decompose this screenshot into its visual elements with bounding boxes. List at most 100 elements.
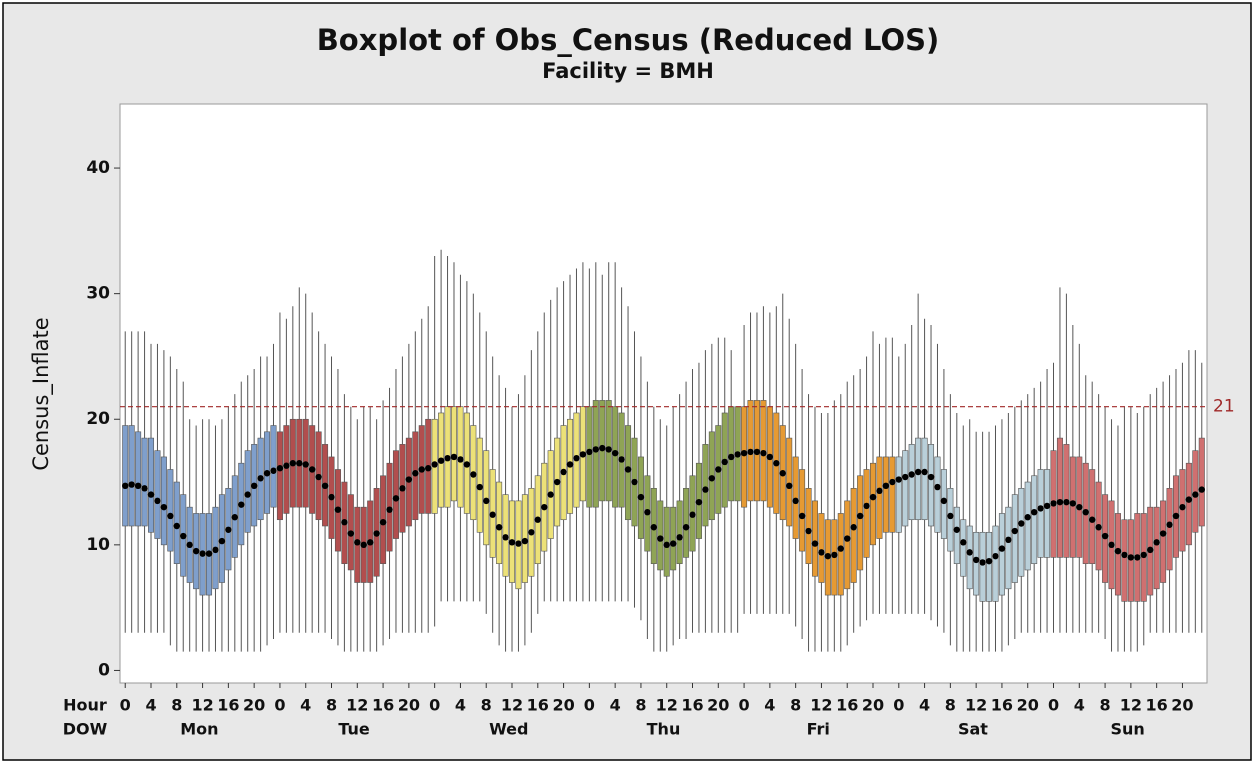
mean-marker [1050,500,1057,507]
box [148,437,155,533]
x-tick-label: 16 [991,696,1013,715]
mean-marker [386,506,393,513]
mean-marker [921,468,928,476]
mean-marker [695,498,703,506]
x-tick-label: 12 [191,696,213,715]
box [811,500,818,577]
reference-label: 21 [1213,397,1235,417]
mean-marker [573,454,580,462]
mean-marker [270,467,277,474]
x-tick-label: 8 [1100,696,1111,715]
mean-marker [1024,514,1031,521]
mean-marker [972,556,980,564]
box [895,456,902,533]
mean-marker [605,446,612,453]
day-label: Mon [180,720,218,739]
mean-marker [599,444,606,452]
mean-marker [360,541,367,549]
mean-marker [869,493,877,501]
mean-marker [283,462,290,469]
box [283,425,290,514]
box [128,425,135,527]
x-tick-label: 12 [346,696,368,715]
mean-marker [831,551,838,559]
mean-marker [837,545,844,552]
mean-marker [1179,503,1186,511]
box [992,525,999,602]
box [1198,437,1205,527]
box [160,456,167,546]
mean-marker [914,468,922,476]
mean-marker [553,478,561,486]
mean-marker [760,449,767,457]
mean-marker [1037,505,1044,512]
x-tick-label: 20 [398,696,420,715]
x-tick-label: 16 [1146,696,1168,715]
box [799,469,806,552]
box [863,469,870,558]
mean-marker [876,487,883,495]
mean-marker [128,481,135,488]
mean-marker [966,549,973,556]
box [612,406,619,508]
mean-marker [1018,520,1025,527]
mean-marker [715,466,722,473]
x-tick-label: 16 [681,696,703,715]
mean-marker [141,485,148,492]
box [876,456,883,539]
mean-marker [1121,551,1128,559]
mean-marker [431,461,438,468]
box [857,475,864,571]
x-tick-label: 4 [455,696,466,715]
mean-marker [515,540,522,547]
mean-marker [1043,502,1051,510]
y-tick-label: 40 [86,158,110,178]
mean-marker [940,497,948,505]
mean-marker [579,451,587,458]
mean-marker [805,527,812,535]
box [986,531,993,602]
box [1121,519,1128,602]
box [586,406,593,508]
mean-marker [341,519,348,526]
mean-marker [1056,498,1064,506]
box [979,531,986,602]
mean-marker [1030,508,1038,516]
mean-marker [1114,547,1122,555]
mean-marker [1153,539,1160,546]
mean-marker [560,468,567,476]
mean-marker [296,460,303,467]
box [702,444,709,527]
mean-marker [1140,551,1147,559]
mean-marker [244,491,251,498]
x-tick-label: 20 [1171,696,1193,715]
mean-marker [1172,512,1180,520]
mean-marker [663,541,670,549]
mean-marker [192,547,200,555]
box [270,425,277,508]
x-tick-label: 16 [372,696,394,715]
mean-marker [289,460,297,467]
x-tick-label: 20 [552,696,574,715]
mean-marker [173,522,180,530]
box [870,462,877,546]
x-tick-label: 16 [217,696,239,715]
mean-marker [463,461,471,468]
x-tick-label: 4 [610,696,621,715]
mean-marker [992,552,999,560]
mean-marker [1005,536,1012,544]
x-tick-label: 20 [1017,696,1039,715]
mean-marker [444,454,451,462]
mean-marker [231,514,239,521]
mean-marker [702,486,709,493]
x-tick-label: 8 [635,696,646,715]
y-tick-label: 30 [86,284,110,304]
box [670,506,677,571]
mean-marker [766,453,774,461]
box [122,425,129,527]
mean-marker [470,471,477,478]
mean-marker [1159,530,1167,537]
box [960,519,967,577]
mean-marker [541,503,548,511]
mean-marker [657,535,664,542]
